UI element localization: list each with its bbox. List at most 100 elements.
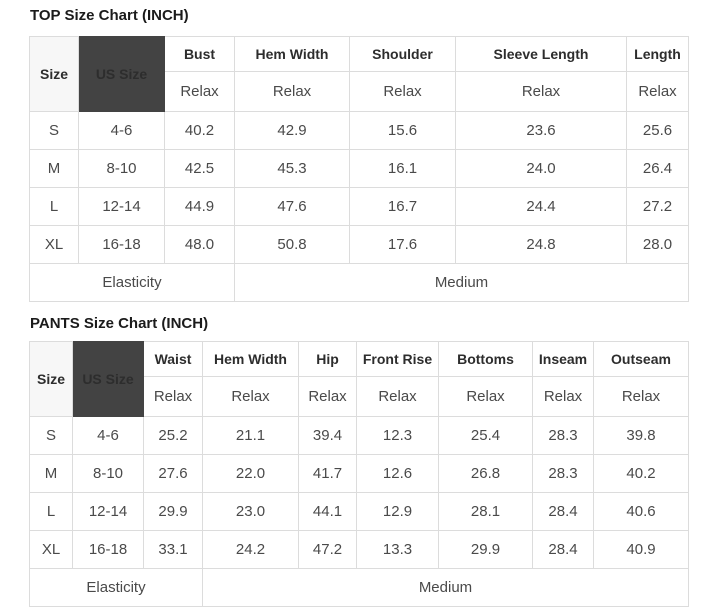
value-cell: 44.9: [164, 187, 235, 226]
top-elasticity-row: Elasticity Medium: [29, 263, 689, 302]
value-cell: 40.6: [593, 492, 689, 531]
us-size-cell: 12-14: [72, 492, 144, 531]
elasticity-value-cell: Medium: [202, 568, 689, 607]
column-header-inseam: Inseam: [532, 341, 594, 377]
top-header-row: Size US Size Bust Hem Width Shoulder Sle…: [29, 36, 689, 112]
column-header-hem-width: Hem Width: [202, 341, 299, 377]
top-size-table: Size US Size Bust Hem Width Shoulder Sle…: [29, 36, 689, 302]
value-cell: 25.6: [626, 111, 689, 150]
value-cell: 28.3: [532, 454, 594, 493]
column-header-outseam: Outseam: [593, 341, 689, 377]
value-cell: 50.8: [234, 225, 350, 264]
fit-cell: Relax: [349, 71, 456, 112]
fit-cell: Relax: [234, 71, 350, 112]
size-cell: L: [29, 187, 79, 226]
value-cell: 27.6: [143, 454, 203, 493]
top-chart-title: TOP Size Chart (INCH): [30, 7, 189, 24]
value-cell: 26.8: [438, 454, 533, 493]
value-cell: 23.6: [455, 111, 627, 150]
value-cell: 29.9: [143, 492, 203, 531]
column-header-sleeve-length: Sleeve Length: [455, 36, 627, 72]
column-header-bottoms: Bottoms: [438, 341, 533, 377]
value-cell: 12.6: [356, 454, 439, 493]
value-cell: 42.9: [234, 111, 350, 150]
us-size-cell: 4-6: [72, 416, 144, 455]
value-cell: 25.2: [143, 416, 203, 455]
value-cell: 24.4: [455, 187, 627, 226]
table-row-m: M 8-10 27.6 22.0 41.7 12.6 26.8 28.3 40.…: [29, 454, 689, 493]
column-header-length: Length: [626, 36, 689, 72]
value-cell: 40.2: [164, 111, 235, 150]
pants-chart-title: PANTS Size Chart (INCH): [30, 315, 209, 332]
value-cell: 12.9: [356, 492, 439, 531]
elasticity-label-cell: Elasticity: [29, 568, 203, 607]
fit-cell: Relax: [438, 376, 533, 417]
value-cell: 44.1: [298, 492, 357, 531]
value-cell: 48.0: [164, 225, 235, 264]
value-cell: 29.9: [438, 530, 533, 569]
value-cell: 28.4: [532, 492, 594, 531]
value-cell: 24.2: [202, 530, 299, 569]
value-cell: 28.3: [532, 416, 594, 455]
value-cell: 28.0: [626, 225, 689, 264]
size-cell: S: [29, 111, 79, 150]
value-cell: 24.8: [455, 225, 627, 264]
fit-cell: Relax: [298, 376, 357, 417]
size-cell: S: [29, 416, 73, 455]
us-size-cell: 4-6: [78, 111, 165, 150]
us-size-cell: 8-10: [78, 149, 165, 188]
value-cell: 47.6: [234, 187, 350, 226]
fit-cell: Relax: [593, 376, 689, 417]
elasticity-label-cell: Elasticity: [29, 263, 235, 302]
value-cell: 41.7: [298, 454, 357, 493]
elasticity-value-cell: Medium: [234, 263, 689, 302]
table-row-l: L 12-14 44.9 47.6 16.7 24.4 27.2: [29, 187, 689, 226]
value-cell: 28.1: [438, 492, 533, 531]
size-cell: M: [29, 149, 79, 188]
value-cell: 40.9: [593, 530, 689, 569]
top-us-size-header: US Size: [78, 36, 165, 112]
column-header-hip: Hip: [298, 341, 357, 377]
value-cell: 47.2: [298, 530, 357, 569]
table-row-s: S 4-6 25.2 21.1 39.4 12.3 25.4 28.3 39.8: [29, 416, 689, 455]
value-cell: 23.0: [202, 492, 299, 531]
us-size-cell: 8-10: [72, 454, 144, 493]
pants-header-row: Size US Size Waist Hem Width Hip Front R…: [29, 341, 689, 417]
fit-cell: Relax: [143, 376, 203, 417]
pants-fit-row: Relax Relax Relax Relax Relax Relax Rela…: [30, 376, 689, 417]
fit-cell: Relax: [532, 376, 594, 417]
fit-cell: Relax: [626, 71, 689, 112]
value-cell: 22.0: [202, 454, 299, 493]
value-cell: 16.7: [349, 187, 456, 226]
top-size-header: Size: [29, 36, 79, 112]
size-cell: L: [29, 492, 73, 531]
value-cell: 28.4: [532, 530, 594, 569]
fit-cell: Relax: [164, 71, 235, 112]
fit-cell: Relax: [356, 376, 439, 417]
pants-us-size-header: US Size: [72, 341, 144, 417]
us-size-cell: 16-18: [78, 225, 165, 264]
value-cell: 39.4: [298, 416, 357, 455]
column-header-bust: Bust: [164, 36, 235, 72]
table-row-xl: XL 16-18 48.0 50.8 17.6 24.8 28.0: [29, 225, 689, 264]
fit-cell: Relax: [202, 376, 299, 417]
value-cell: 13.3: [356, 530, 439, 569]
pants-size-header: Size: [29, 341, 73, 417]
fit-cell: Relax: [455, 71, 627, 112]
value-cell: 12.3: [356, 416, 439, 455]
table-row-xl: XL 16-18 33.1 24.2 47.2 13.3 29.9 28.4 4…: [29, 530, 689, 569]
column-header-shoulder: Shoulder: [349, 36, 456, 72]
value-cell: 15.6: [349, 111, 456, 150]
value-cell: 27.2: [626, 187, 689, 226]
value-cell: 40.2: [593, 454, 689, 493]
table-row-m: M 8-10 42.5 45.3 16.1 24.0 26.4: [29, 149, 689, 188]
top-fit-row: Relax Relax Relax Relax Relax: [30, 71, 689, 112]
value-cell: 45.3: [234, 149, 350, 188]
value-cell: 26.4: [626, 149, 689, 188]
column-header-waist: Waist: [143, 341, 203, 377]
size-cell: XL: [29, 225, 79, 264]
value-cell: 24.0: [455, 149, 627, 188]
value-cell: 17.6: [349, 225, 456, 264]
value-cell: 25.4: [438, 416, 533, 455]
